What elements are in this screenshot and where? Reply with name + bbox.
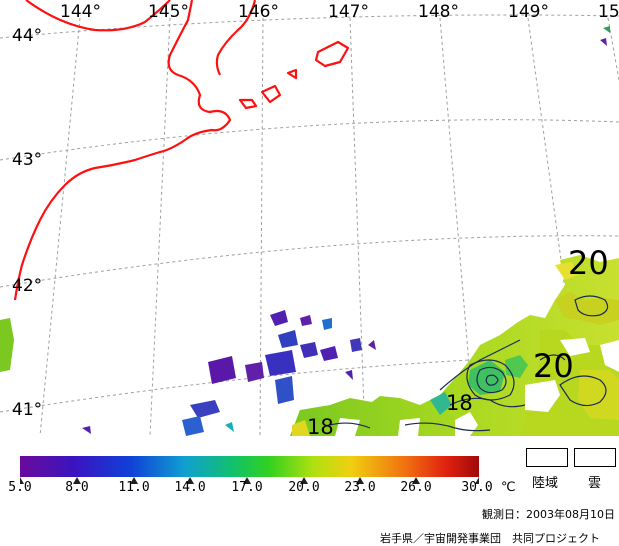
land-legend-swatch: [526, 448, 568, 467]
longitude-label-146: 146°: [238, 2, 279, 22]
contour-label: 18: [307, 415, 334, 437]
contour-label: 20: [533, 347, 574, 385]
latitude-label-41: 41°: [12, 400, 43, 420]
longitude-label-150: 15: [598, 2, 619, 22]
contour-label: 20: [568, 244, 609, 282]
credit-text: 岩手県／宇宙開発事業団 共同プロジェクト: [380, 532, 600, 545]
cloud-legend-label: 雲: [588, 476, 602, 491]
sst-contours: [329, 295, 609, 432]
latitude-label-42: 42°: [12, 276, 43, 296]
colorbar-tick-label: 30.0: [461, 480, 493, 495]
longitude-label-144: 144°: [60, 2, 101, 22]
colorbar-tick-label: 20.0: [288, 480, 320, 495]
cloud-legend-swatch: [574, 448, 616, 467]
contour-label: 18: [446, 391, 473, 415]
temperature-colorbar: [20, 456, 479, 477]
longitude-label-149: 149°: [508, 2, 549, 22]
longitude-label-147: 147°: [328, 2, 369, 22]
sst-map: 144° 145° 146° 147° 148° 149° 15 44° 43°…: [0, 0, 619, 436]
colorbar-tick-label: 11.0: [118, 480, 150, 495]
observation-date: 観測日：2003年08月10日: [482, 508, 615, 521]
temperature-unit-label: ℃: [501, 480, 516, 495]
map-canvas: [0, 0, 619, 436]
colorbar-tick-label: 23.0: [344, 480, 376, 495]
colorbar-tick-marks: [20, 477, 479, 484]
coastline: [13, 0, 350, 301]
colorbar-tick-label: 26.0: [400, 480, 432, 495]
colorbar-tick-label: 8.0: [65, 480, 89, 495]
longitude-label-145: 145°: [148, 2, 189, 22]
latitude-label-44: 44°: [12, 26, 43, 46]
colorbar-tick-label: 17.0: [231, 480, 263, 495]
colorbar-gradient: [20, 456, 479, 477]
colorbar-tick-label: 14.0: [174, 480, 206, 495]
latitude-label-43: 43°: [12, 150, 43, 170]
sst-cold-patches: [82, 26, 610, 436]
longitude-label-148: 148°: [418, 2, 459, 22]
colorbar-tick-label: 5.0: [8, 480, 32, 495]
land-legend-label: 陸域: [532, 476, 559, 491]
